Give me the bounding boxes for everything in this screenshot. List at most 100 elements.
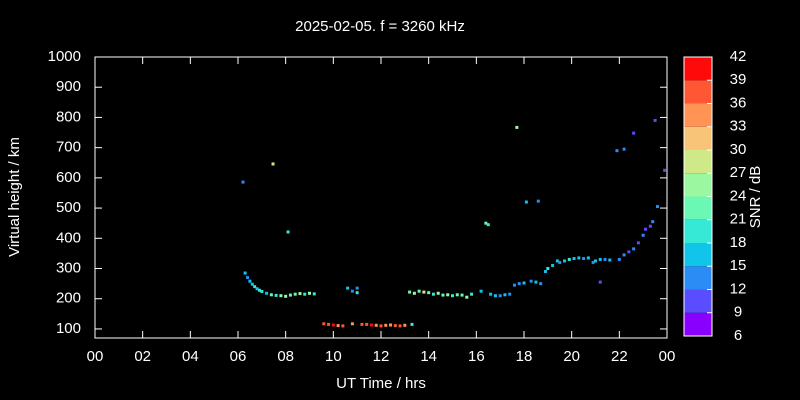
colorbar-tick-label: 33: [730, 118, 747, 135]
point: [265, 291, 269, 295]
point: [427, 291, 431, 295]
point: [398, 324, 402, 328]
point: [441, 293, 445, 297]
point: [648, 224, 652, 228]
colorbar-tick-label: 9: [734, 304, 742, 321]
y-tick-label: 300: [56, 259, 81, 276]
point: [529, 279, 533, 283]
point: [479, 289, 483, 293]
x-tick-label: 10: [325, 348, 342, 365]
x-tick-label: 00: [87, 348, 104, 365]
point: [288, 293, 292, 297]
point: [327, 322, 331, 326]
point: [274, 293, 278, 297]
y-tick-label: 700: [56, 139, 81, 156]
point: [355, 291, 359, 295]
colorbar-segment: [684, 103, 712, 127]
x-tick-label: 02: [134, 348, 151, 365]
point: [284, 294, 288, 298]
point: [403, 323, 407, 327]
point: [308, 291, 311, 295]
chart-title: 2025-02-05. f = 3260 kHz: [295, 18, 465, 35]
point: [298, 292, 302, 296]
x-tick-label: 04: [182, 348, 199, 365]
point: [355, 286, 359, 290]
colorbar-tick-label: 6: [734, 327, 742, 344]
x-tick-label: 16: [468, 348, 485, 365]
y-tick-label: 400: [56, 229, 81, 246]
point: [246, 276, 250, 280]
colorbar-tick-label: 27: [730, 164, 747, 181]
x-axis-label: UT Time / hrs: [336, 375, 426, 392]
point: [534, 280, 538, 284]
colorbar-tick-label: 21: [730, 211, 747, 228]
point: [374, 323, 378, 327]
colorbar-segment: [684, 57, 712, 81]
point: [393, 324, 397, 328]
point: [243, 271, 247, 275]
point: [508, 292, 512, 296]
x-tick-label: 08: [277, 348, 294, 365]
colorbar-segment: [684, 312, 712, 336]
x-tick-label: 06: [230, 348, 247, 365]
point: [417, 289, 421, 293]
colorbar-segment: [684, 173, 712, 197]
point: [465, 295, 469, 299]
colorbar-tick-label: 12: [730, 280, 747, 297]
point: [257, 288, 261, 292]
colorbar-tick-label: 39: [730, 71, 747, 88]
colorbar-segment: [684, 243, 712, 267]
point: [522, 281, 526, 285]
point: [286, 230, 290, 234]
point: [558, 260, 562, 264]
point: [653, 118, 657, 122]
x-tick-label: 18: [516, 348, 533, 365]
point: [555, 259, 559, 263]
colorbar-tick-label: 24: [730, 187, 747, 204]
point: [563, 259, 567, 263]
point: [517, 282, 521, 286]
point: [431, 292, 435, 296]
colorbar-label: SNR / dB: [747, 166, 764, 229]
plot-frame: [94, 56, 668, 339]
point: [389, 323, 393, 327]
point: [360, 322, 364, 326]
y-tick-label: 500: [56, 199, 81, 216]
point: [303, 292, 307, 296]
y-tick-label: 900: [56, 78, 81, 95]
x-tick-label: 12: [373, 348, 390, 365]
point: [293, 292, 297, 296]
colorbar-segment: [684, 80, 712, 104]
y-axis-label: Virtual height / km: [6, 137, 23, 257]
y-tick-label: 600: [56, 169, 81, 186]
colorbar-tick-label: 42: [730, 48, 747, 65]
point: [369, 323, 373, 327]
point: [539, 282, 543, 286]
point: [336, 324, 340, 328]
point: [636, 241, 640, 245]
point: [322, 322, 326, 326]
point: [644, 227, 648, 231]
point: [446, 293, 450, 297]
point: [622, 147, 626, 151]
colorbar-tick-label: 15: [730, 257, 747, 274]
point: [577, 256, 581, 260]
point: [279, 294, 283, 298]
point: [384, 323, 388, 327]
colorbar-segment: [684, 126, 712, 150]
point: [455, 293, 459, 297]
y-tick-label: 100: [56, 320, 81, 337]
point: [512, 283, 516, 287]
point: [598, 257, 602, 261]
point: [312, 292, 316, 296]
point: [253, 285, 257, 289]
point: [582, 257, 586, 261]
point: [346, 286, 350, 290]
x-tick-label: 20: [563, 348, 580, 365]
colorbar-tick-label: 36: [730, 94, 747, 111]
colorbar-segment: [684, 150, 712, 174]
point: [350, 322, 354, 326]
point: [608, 258, 612, 262]
point: [410, 322, 414, 326]
